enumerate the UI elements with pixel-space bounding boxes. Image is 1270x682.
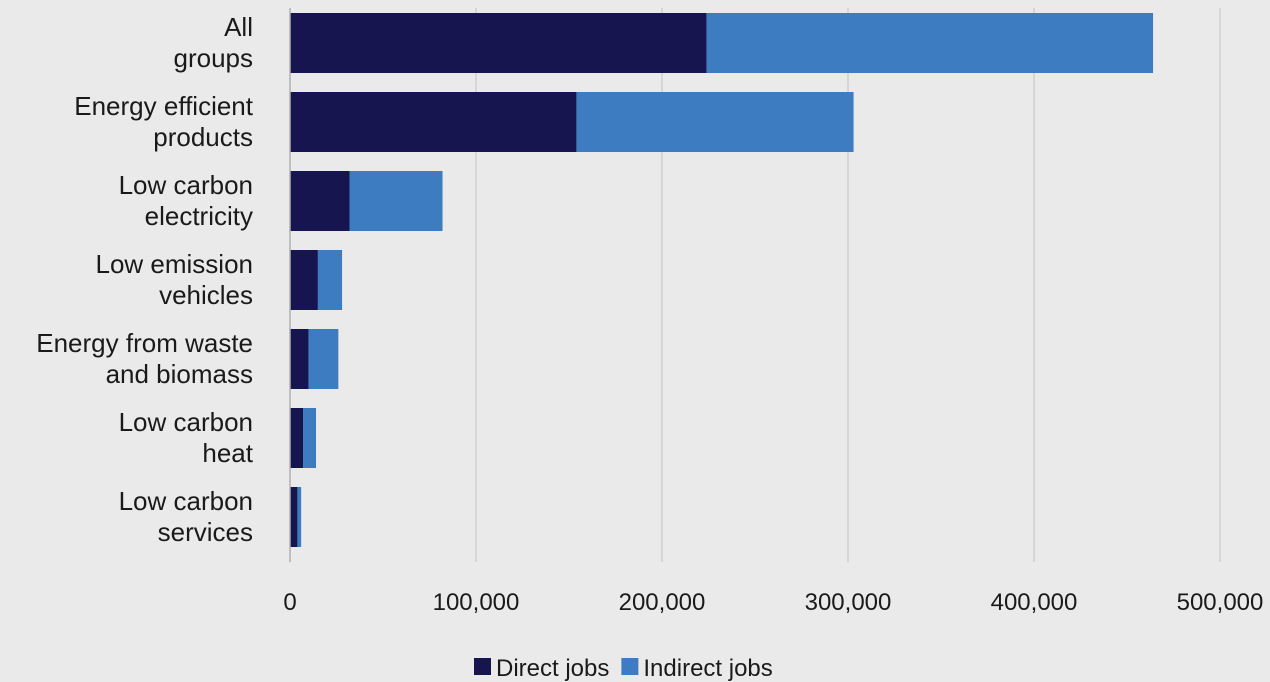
legend-swatch — [621, 658, 639, 675]
bars — [290, 13, 1154, 547]
gridlines — [475, 8, 1221, 562]
bar-indirect-0 — [706, 13, 1154, 73]
category-label: and biomass — [106, 359, 253, 389]
legend-label: Direct jobs — [496, 655, 609, 682]
x-tick-label: 200,000 — [619, 589, 706, 616]
category-label: Low carbon — [119, 170, 253, 200]
bar-indirect-5 — [303, 408, 317, 468]
x-tick-label: 0 — [283, 589, 296, 616]
x-tick-label: 300,000 — [805, 589, 892, 616]
category-label: vehicles — [159, 280, 253, 310]
x-tick-label: 500,000 — [1177, 589, 1264, 616]
category-label: Low emission — [95, 249, 253, 279]
category-label: Energy from waste — [36, 328, 253, 358]
legend-swatch — [474, 658, 491, 675]
category-label: All — [224, 12, 253, 42]
bar-direct-2 — [290, 171, 350, 231]
bar-direct-1 — [290, 92, 577, 152]
category-label: electricity — [145, 201, 253, 231]
bar-direct-5 — [290, 408, 304, 468]
bar-indirect-4 — [308, 329, 339, 389]
x-tick-labels: 0 100,000 200,000 300,000 400,000 500,000 — [283, 589, 1263, 616]
legend: Direct jobs Indirect jobs — [474, 655, 773, 682]
bar-indirect-3 — [317, 250, 343, 310]
bar-indirect-6 — [297, 487, 302, 547]
x-tick-label: 400,000 — [991, 589, 1078, 616]
bar-direct-0 — [290, 13, 707, 73]
category-label: Energy efficient — [74, 91, 254, 121]
x-tick-label: 100,000 — [433, 589, 520, 616]
category-label: services — [158, 517, 253, 547]
legend-label: Indirect jobs — [643, 655, 772, 682]
category-label: Low carbon — [119, 407, 253, 437]
bar-indirect-1 — [576, 92, 854, 152]
bar-indirect-2 — [349, 171, 443, 231]
category-label: products — [153, 122, 253, 152]
bar-direct-4 — [290, 329, 309, 389]
category-label: groups — [174, 43, 254, 73]
bar-direct-6 — [290, 487, 298, 547]
bar-direct-3 — [290, 250, 318, 310]
category-label: heat — [202, 438, 253, 468]
category-label: Low carbon — [119, 486, 253, 516]
